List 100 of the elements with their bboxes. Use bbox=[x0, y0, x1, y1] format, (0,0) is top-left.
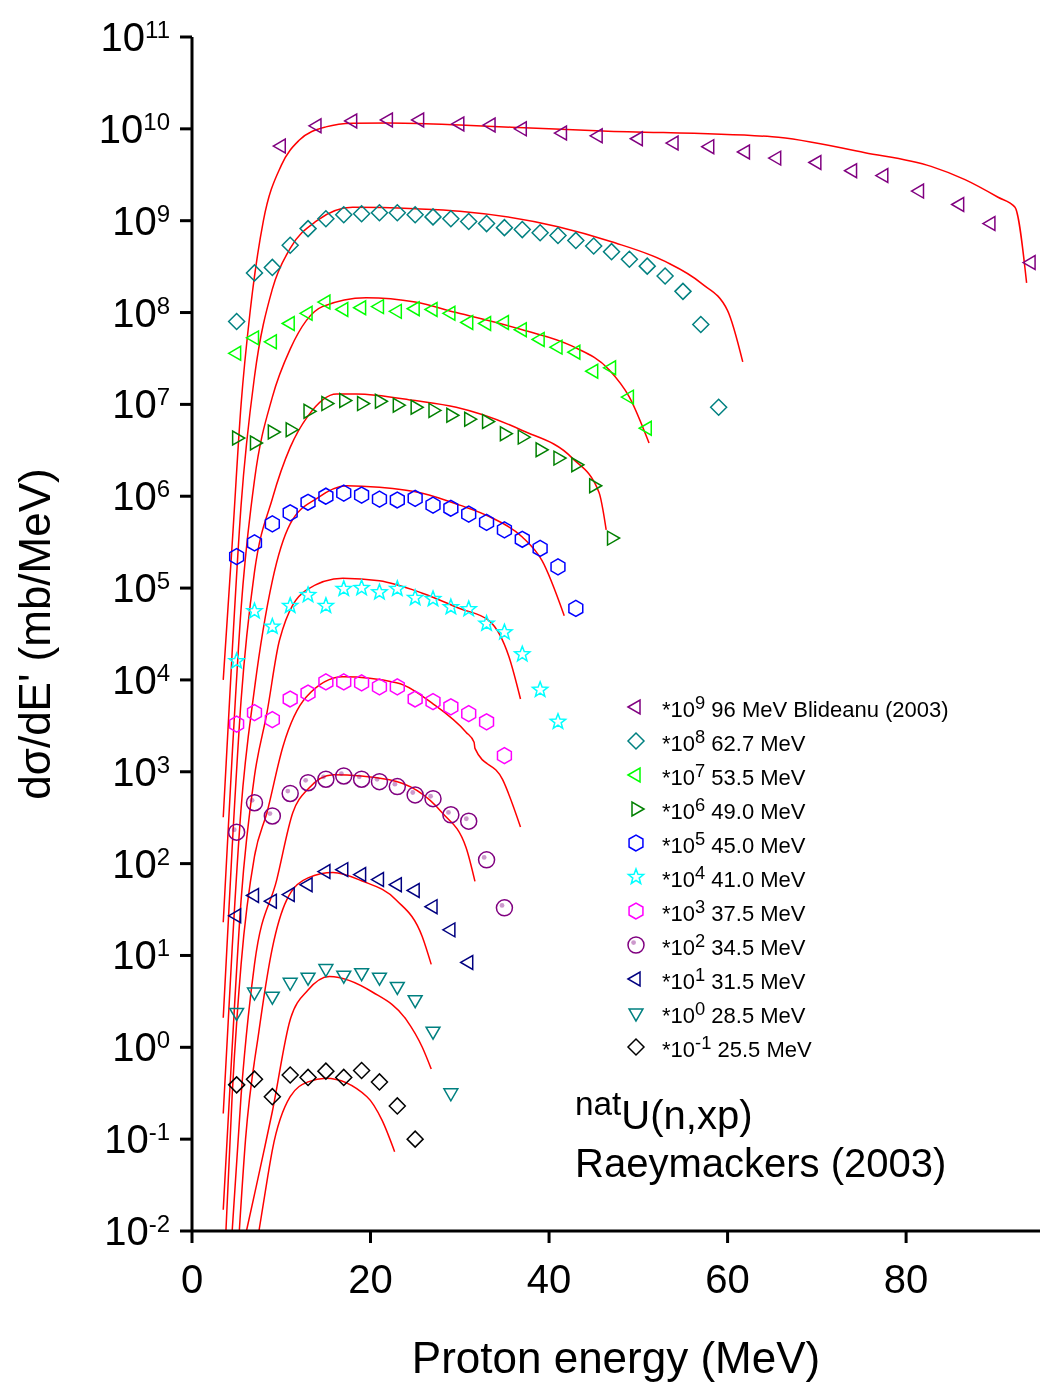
point bbox=[442, 922, 456, 938]
point bbox=[228, 715, 245, 733]
y-tick-label: 10$^{3}$ bbox=[112, 749, 170, 794]
y-tick-label: 10$^{5}$ bbox=[112, 566, 170, 611]
point bbox=[227, 908, 242, 924]
point bbox=[318, 963, 334, 978]
point bbox=[496, 746, 513, 765]
point bbox=[389, 491, 405, 509]
point bbox=[281, 236, 299, 255]
point bbox=[1022, 254, 1036, 271]
point bbox=[424, 898, 438, 915]
x-tick-label: 0 bbox=[180, 1257, 204, 1302]
point bbox=[299, 773, 317, 792]
y-tick-label: 10$^{11}$ bbox=[100, 15, 170, 59]
point bbox=[602, 360, 617, 376]
point bbox=[318, 673, 334, 691]
point bbox=[589, 128, 603, 144]
point bbox=[406, 301, 420, 317]
point bbox=[300, 493, 316, 511]
point bbox=[442, 806, 460, 824]
point bbox=[299, 876, 313, 893]
point bbox=[228, 547, 245, 566]
point bbox=[513, 645, 531, 662]
y-tick-label: 10$^{7}$ bbox=[112, 382, 170, 427]
point bbox=[407, 690, 423, 708]
point bbox=[584, 237, 603, 255]
point bbox=[568, 599, 584, 618]
point bbox=[352, 1061, 371, 1080]
annotation: $^{nat}$U(n,xp) bbox=[575, 1085, 753, 1139]
point bbox=[443, 1088, 459, 1102]
point bbox=[335, 580, 353, 597]
y-tick-label: 10$^{9}$ bbox=[112, 198, 170, 243]
point bbox=[482, 117, 496, 133]
y-tick-label: 10$^{2}$ bbox=[112, 841, 170, 886]
point bbox=[353, 967, 370, 982]
point bbox=[281, 1066, 299, 1084]
point bbox=[388, 1097, 407, 1115]
point bbox=[245, 264, 264, 282]
point bbox=[317, 210, 335, 228]
point bbox=[950, 196, 965, 213]
point bbox=[808, 154, 822, 171]
point bbox=[767, 150, 782, 166]
point bbox=[478, 513, 495, 532]
point bbox=[389, 678, 405, 696]
point bbox=[281, 597, 299, 614]
y-tick-label: 10$^{-1}$ bbox=[104, 1117, 170, 1162]
point bbox=[406, 206, 424, 224]
point bbox=[478, 713, 495, 731]
point bbox=[263, 334, 278, 350]
line-series bbox=[222, 485, 565, 1115]
point bbox=[335, 767, 353, 785]
point bbox=[227, 345, 242, 361]
point bbox=[263, 807, 282, 825]
point bbox=[531, 681, 549, 698]
point bbox=[629, 131, 644, 147]
point bbox=[352, 205, 371, 223]
point bbox=[461, 505, 477, 523]
point bbox=[425, 692, 441, 711]
legend-label: *10$^{3}$ 37.5 MeV bbox=[662, 896, 806, 927]
point bbox=[406, 1130, 424, 1148]
point bbox=[602, 242, 621, 261]
point bbox=[736, 144, 751, 160]
point bbox=[317, 597, 335, 614]
legend-label: *10$^{6}$ 49.0 MeV bbox=[662, 794, 806, 825]
point bbox=[370, 871, 385, 888]
point bbox=[336, 970, 352, 984]
point bbox=[335, 861, 349, 878]
point bbox=[317, 294, 331, 310]
point bbox=[620, 250, 639, 269]
point bbox=[263, 617, 281, 634]
x-tick-label: 40 bbox=[526, 1257, 572, 1302]
point bbox=[370, 204, 389, 222]
point bbox=[263, 258, 282, 277]
point bbox=[352, 770, 371, 788]
point bbox=[318, 487, 334, 505]
point bbox=[353, 579, 370, 596]
point bbox=[567, 231, 585, 250]
point bbox=[477, 214, 496, 233]
y-tick-label: 10$^{-2}$ bbox=[104, 1209, 170, 1253]
point bbox=[299, 305, 313, 322]
point bbox=[496, 623, 513, 640]
x-tick-label: 60 bbox=[705, 1257, 750, 1302]
point bbox=[371, 583, 388, 600]
point bbox=[371, 490, 388, 508]
point bbox=[424, 301, 438, 318]
point bbox=[246, 534, 263, 552]
point bbox=[549, 339, 563, 355]
point bbox=[317, 770, 335, 788]
point bbox=[425, 1026, 441, 1040]
legend-label: *10$^{8}$ 62.7 MeV bbox=[662, 726, 806, 757]
x-axis-title: Proton energy (MeV) bbox=[411, 1333, 821, 1382]
point bbox=[982, 215, 996, 232]
annotation: Raeymackers (2003) bbox=[575, 1141, 947, 1186]
y-tick-label: 10$^{1}$ bbox=[112, 933, 170, 978]
point bbox=[370, 772, 389, 791]
point bbox=[282, 977, 298, 992]
point bbox=[638, 420, 652, 436]
point bbox=[370, 298, 385, 315]
legend-label: *10$^{7}$ 53.5 MeV bbox=[662, 760, 806, 791]
point bbox=[407, 994, 423, 1009]
